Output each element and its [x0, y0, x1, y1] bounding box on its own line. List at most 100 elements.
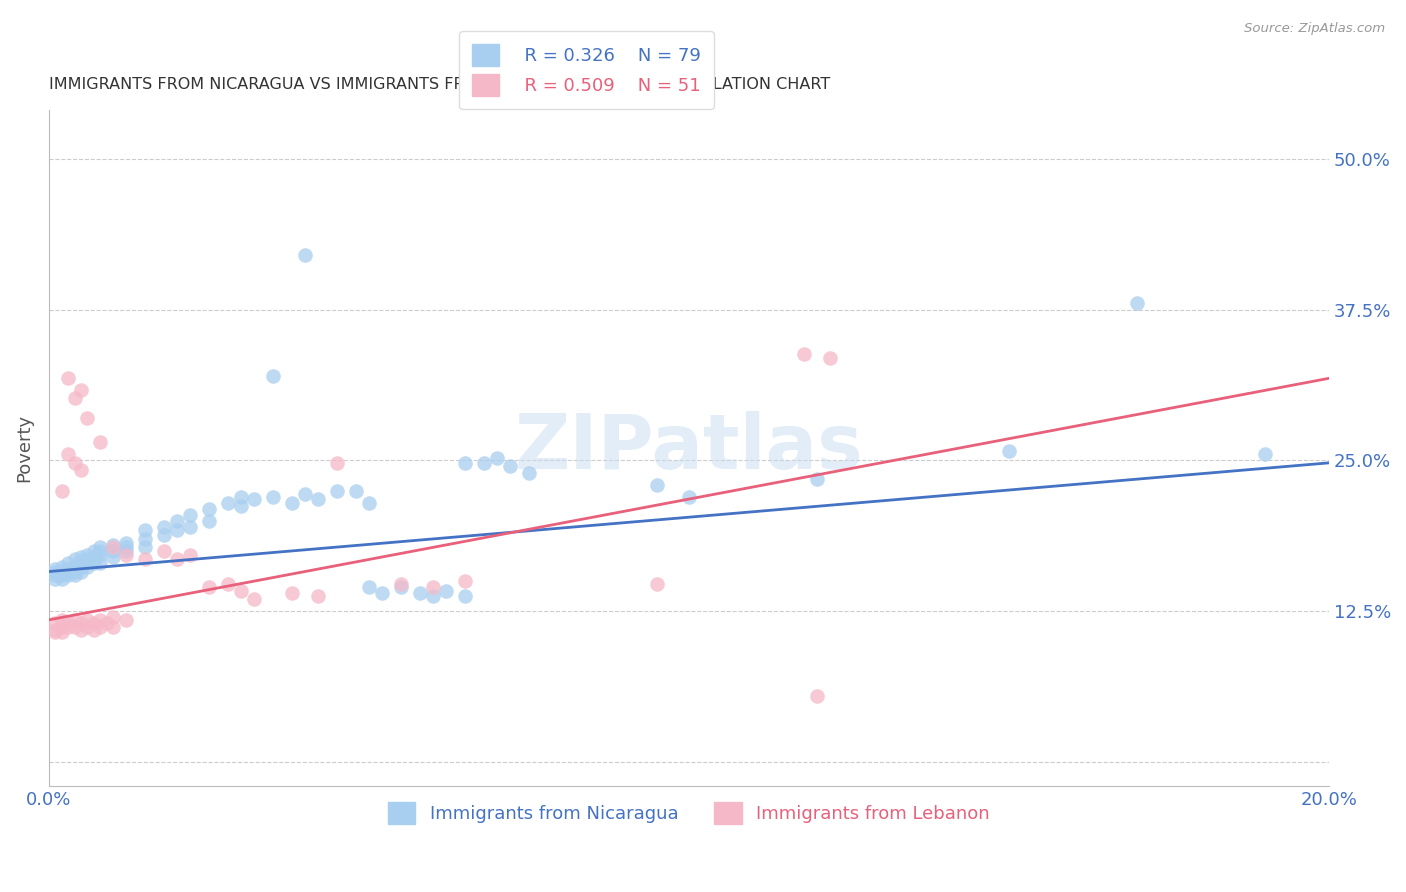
Point [198, 580, 221, 594]
Point [166, 514, 188, 528]
Point [63, 552, 86, 566]
Point [101, 610, 124, 624]
Point [1126, 296, 1149, 310]
Point [166, 524, 188, 538]
Point [83, 544, 105, 558]
Point [56, 568, 79, 582]
Point [51, 483, 73, 498]
Point [51, 559, 73, 574]
Point [44, 568, 66, 582]
Point [389, 576, 412, 591]
Point [357, 496, 380, 510]
Point [422, 589, 444, 603]
Point [454, 589, 477, 603]
Point [344, 483, 367, 498]
Point [76, 559, 98, 574]
Point [56, 620, 79, 634]
Point [198, 501, 221, 516]
Point [114, 535, 136, 549]
Point [472, 456, 495, 470]
Point [134, 532, 156, 546]
Point [63, 565, 86, 579]
Point [818, 351, 841, 365]
Point [63, 559, 86, 574]
Point [114, 613, 136, 627]
Y-axis label: Poverty: Poverty [15, 414, 32, 483]
Point [153, 544, 176, 558]
Point [114, 548, 136, 562]
Point [422, 580, 444, 594]
Point [389, 580, 412, 594]
Point [89, 544, 111, 558]
Point [370, 586, 392, 600]
Point [83, 552, 105, 566]
Point [89, 435, 111, 450]
Point [166, 552, 188, 566]
Point [179, 520, 201, 534]
Point [56, 565, 79, 579]
Point [51, 565, 73, 579]
Text: IMMIGRANTS FROM NICARAGUA VS IMMIGRANTS FROM LEBANON POVERTY CORRELATION CHART: IMMIGRANTS FROM NICARAGUA VS IMMIGRANTS … [49, 78, 830, 93]
Text: Source: ZipAtlas.com: Source: ZipAtlas.com [1244, 22, 1385, 36]
Point [294, 248, 316, 262]
Point [70, 559, 93, 574]
Point [89, 541, 111, 555]
Point [76, 411, 98, 425]
Point [454, 456, 477, 470]
Point [70, 463, 93, 477]
Legend: Immigrants from Nicaragua, Immigrants from Lebanon: Immigrants from Nicaragua, Immigrants fr… [381, 795, 997, 831]
Point [63, 620, 86, 634]
Point [806, 472, 828, 486]
Point [229, 583, 252, 598]
Point [153, 520, 176, 534]
Point [307, 492, 329, 507]
Point [89, 613, 111, 627]
Point [63, 568, 86, 582]
Point [281, 496, 304, 510]
Point [134, 524, 156, 538]
Point [76, 548, 98, 562]
Point [63, 391, 86, 405]
Point [499, 459, 522, 474]
Point [242, 592, 264, 607]
Point [44, 572, 66, 586]
Point [63, 456, 86, 470]
Point [70, 616, 93, 631]
Point [281, 586, 304, 600]
Point [44, 565, 66, 579]
Point [153, 528, 176, 542]
Point [326, 483, 349, 498]
Point [76, 613, 98, 627]
Point [70, 384, 93, 398]
Point [242, 492, 264, 507]
Point [76, 620, 98, 634]
Point [179, 548, 201, 562]
Point [51, 572, 73, 586]
Point [357, 580, 380, 594]
Point [101, 541, 124, 555]
Point [1254, 447, 1277, 461]
Point [101, 549, 124, 564]
Text: ZIPatlas: ZIPatlas [515, 411, 863, 485]
Point [517, 466, 540, 480]
Point [998, 443, 1021, 458]
Point [44, 616, 66, 631]
Point [56, 562, 79, 576]
Point [51, 624, 73, 639]
Point [806, 689, 828, 703]
Point [56, 616, 79, 631]
Point [70, 623, 93, 637]
Point [678, 490, 700, 504]
Point [51, 568, 73, 582]
Point [89, 620, 111, 634]
Point [294, 487, 316, 501]
Point [44, 562, 66, 576]
Point [134, 552, 156, 566]
Point [229, 500, 252, 514]
Point [434, 583, 457, 598]
Point [179, 508, 201, 522]
Point [454, 574, 477, 589]
Point [114, 544, 136, 558]
Point [51, 613, 73, 627]
Point [70, 565, 93, 579]
